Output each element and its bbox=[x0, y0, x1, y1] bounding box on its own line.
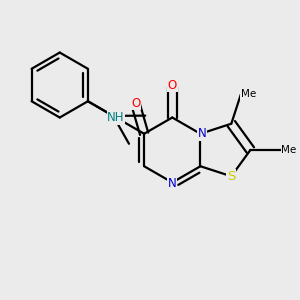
Text: S: S bbox=[227, 170, 236, 183]
Text: Me: Me bbox=[241, 89, 256, 99]
Text: O: O bbox=[131, 97, 140, 110]
Text: N: N bbox=[197, 127, 206, 140]
Text: Me: Me bbox=[281, 145, 296, 155]
Text: O: O bbox=[168, 79, 177, 92]
Text: NH: NH bbox=[107, 111, 125, 124]
Text: N: N bbox=[168, 177, 177, 190]
